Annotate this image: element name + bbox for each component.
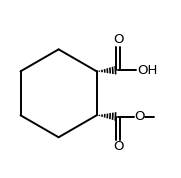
Text: OH: OH	[137, 64, 157, 77]
Text: O: O	[134, 110, 145, 123]
Text: O: O	[113, 140, 123, 153]
Text: O: O	[113, 33, 123, 46]
